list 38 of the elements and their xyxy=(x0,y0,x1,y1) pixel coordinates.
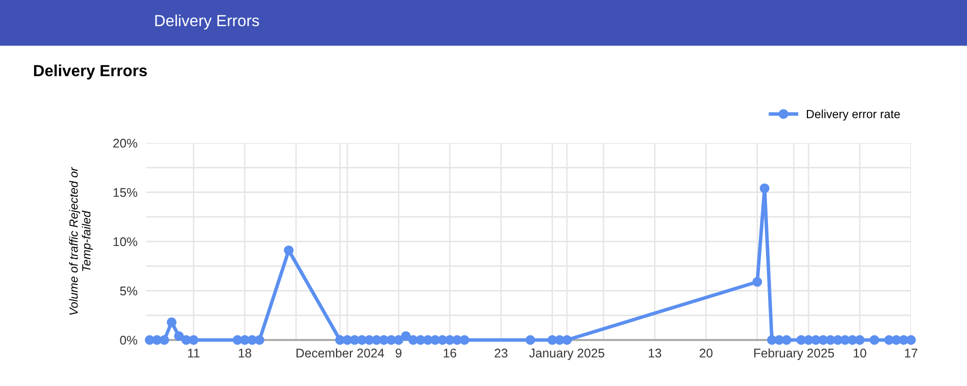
x-tick-label: 23 xyxy=(494,348,508,358)
point xyxy=(906,335,916,345)
x-tick-label: 10 xyxy=(854,348,866,358)
x-tick-label: February 2025 xyxy=(754,348,834,360)
x-tick-label: December 2024 xyxy=(296,348,384,358)
legend-label: Delivery error rate xyxy=(806,110,900,121)
point xyxy=(166,317,176,328)
point xyxy=(188,335,198,345)
y-tick-label: 20% xyxy=(113,138,138,148)
point xyxy=(525,335,536,345)
point xyxy=(562,335,572,345)
point xyxy=(401,331,411,341)
y-tick-label: 0% xyxy=(120,336,138,345)
x-tick-label: 18 xyxy=(238,348,252,358)
x-tick-label: 13 xyxy=(648,348,662,358)
x-tick-label: January 2025 xyxy=(529,348,604,360)
point xyxy=(752,277,762,287)
x-tick-label: 20 xyxy=(700,348,712,358)
point xyxy=(284,246,294,256)
x-tick-label: 11 xyxy=(188,348,200,358)
point xyxy=(870,335,880,345)
x-tick-label: 9 xyxy=(396,348,402,358)
x-tick-label: 16 xyxy=(444,348,456,358)
y-tick-label: 15% xyxy=(114,188,138,197)
point xyxy=(760,183,770,194)
y-axis-title: Volume of traffic Rejected or Temp-failed xyxy=(69,166,93,315)
x-tick-label: 17 xyxy=(905,348,918,358)
point xyxy=(854,335,865,345)
text: Delivery Errors xyxy=(155,14,260,30)
y-tick-label: 5% xyxy=(120,286,138,296)
point xyxy=(394,335,404,345)
y-tick-label: 10% xyxy=(114,237,138,246)
point xyxy=(159,335,170,345)
chart-title: Delivery Errors xyxy=(34,64,147,80)
point xyxy=(254,335,264,345)
point xyxy=(782,335,792,345)
point xyxy=(174,331,184,341)
point xyxy=(460,335,470,345)
